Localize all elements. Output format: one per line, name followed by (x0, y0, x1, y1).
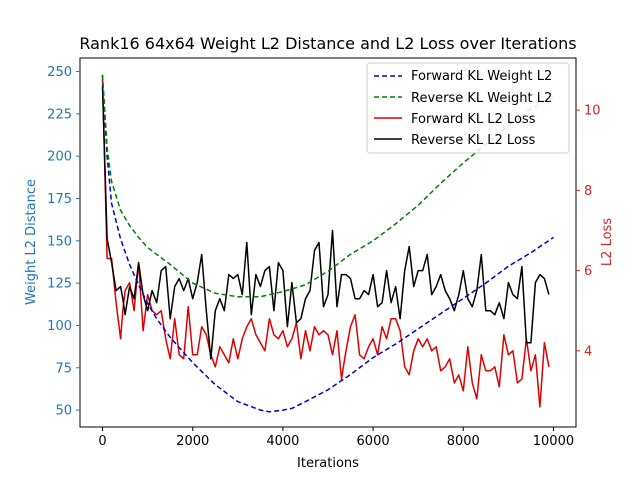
right-y-axis-ticks: 4 6 8 10 (576, 104, 601, 359)
legend-label-forward-kl-l2-loss: Forward KL L2 Loss (411, 112, 536, 127)
x-tick-label: 6000 (357, 434, 390, 449)
legend-label-reverse-kl-l2-loss: Reverse KL L2 Loss (411, 133, 536, 148)
series-line-forward-kl-l2-loss (101, 78, 550, 408)
y-right-tick-label: 4 (584, 344, 592, 359)
y-left-tick-label: 50 (55, 404, 72, 419)
right-y-axis-title: L2 Loss (600, 218, 615, 266)
y-left-tick-label: 175 (47, 192, 72, 207)
y-right-tick-label: 6 (584, 264, 592, 279)
x-tick-label: 4000 (266, 434, 299, 449)
x-tick-label: 8000 (447, 434, 480, 449)
y-left-tick-label: 75 (55, 361, 72, 376)
x-tick-label: 10000 (533, 434, 574, 449)
x-tick-label: 0 (98, 434, 106, 449)
legend-box (366, 62, 570, 154)
plot-lines (101, 74, 554, 413)
x-axis-ticks: 0 2000 4000 6000 8000 10000 (98, 427, 574, 449)
chart-title: Rank16 64x64 Weight L2 Distance and L2 L… (79, 34, 576, 53)
series-line-reverse-kl-l2-loss (101, 86, 550, 360)
y-left-tick-label: 100 (47, 319, 72, 334)
legend-label-forward-kl-weight-l2: Forward KL Weight L2 (411, 69, 552, 84)
plot-frame (79, 57, 577, 428)
legend-label-reverse-kl-weight-l2: Reverse KL Weight L2 (411, 91, 552, 106)
legend: Forward KL Weight L2 Reverse KL Weight L… (366, 62, 570, 154)
y-right-tick-label: 10 (584, 104, 601, 119)
y-left-tick-label: 125 (47, 277, 72, 292)
series-line-forward-kl-weight-l2 (101, 74, 554, 413)
x-tick-label: 2000 (176, 434, 209, 449)
x-axis-title: Iterations (297, 456, 359, 471)
y-left-tick-label: 225 (47, 107, 72, 122)
y-left-tick-label: 150 (47, 234, 72, 249)
y-left-tick-label: 200 (47, 150, 72, 165)
y-left-tick-label: 250 (47, 65, 72, 80)
left-y-axis-ticks: 50 75 100 125 150 175 200 225 250 (47, 65, 80, 419)
series-line-reverse-kl-weight-l2 (101, 74, 554, 298)
left-y-axis-title: Weight L2 Distance (24, 179, 39, 305)
y-right-tick-label: 8 (584, 184, 592, 199)
